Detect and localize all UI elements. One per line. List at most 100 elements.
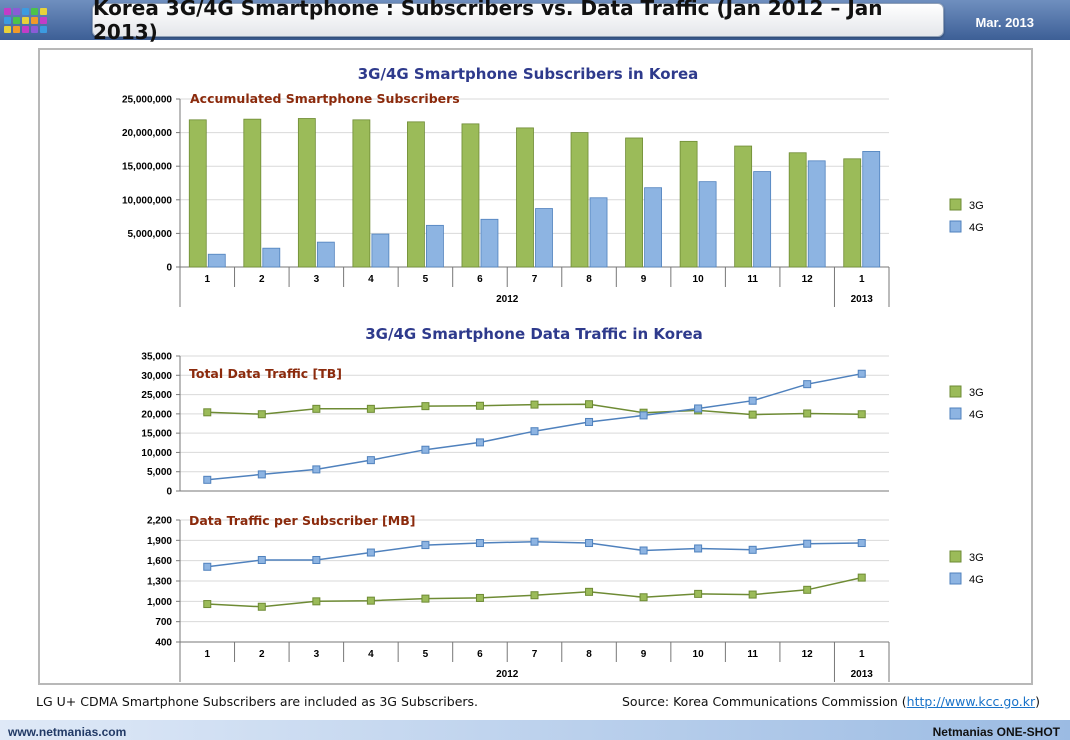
traffic-ytick-label: 30,000 — [141, 371, 172, 382]
traffic-point-4g — [203, 475, 212, 484]
per-sub-point-3g — [694, 589, 703, 598]
bar-3g — [734, 145, 753, 268]
per-sub-point-3g — [639, 593, 648, 602]
logo-square — [31, 26, 38, 33]
logo-square — [4, 26, 11, 33]
subscribers-xtick-label: 9 — [641, 274, 647, 285]
subscribers-legend-label: 4G — [969, 222, 984, 234]
per-sub-point-4g — [694, 544, 703, 553]
per-sub-group-label: 2012 — [496, 669, 519, 680]
traffic-point-4g — [530, 427, 539, 436]
per-sub-xtick-label: 9 — [641, 649, 647, 660]
traffic-ytick-label: 15,000 — [141, 429, 172, 440]
logo-square — [22, 8, 29, 15]
subscribers-xtick-label: 6 — [477, 274, 483, 285]
traffic-point-4g — [421, 445, 430, 454]
traffic-point-4g — [312, 465, 321, 474]
per-sub-point-4g — [475, 539, 484, 548]
per-sub-point-3g — [203, 600, 212, 609]
traffic-point-4g — [639, 411, 648, 420]
per-sub-xtick-label: 1 — [859, 649, 865, 660]
traffic-ytick-label: 35,000 — [141, 352, 172, 363]
bar-4g — [589, 197, 608, 268]
per-sub-point-4g — [366, 548, 375, 557]
logo-square — [31, 17, 38, 24]
bar-3g — [788, 152, 807, 268]
bar-4g — [262, 247, 281, 268]
logo-square — [40, 8, 47, 15]
traffic-chart-title: 3G/4G Smartphone Data Traffic in Korea — [365, 325, 703, 343]
source-suffix: ) — [1035, 694, 1040, 709]
traffic-point-3g — [585, 400, 594, 409]
per-sub-point-4g — [530, 537, 539, 546]
bar-4g — [371, 233, 390, 268]
traffic-point-4g — [694, 404, 703, 413]
traffic-point-4g — [803, 380, 812, 389]
traffic-legend-label: 4G — [969, 409, 984, 421]
bar-3g — [461, 123, 480, 268]
subscribers-xtick-label: 10 — [693, 274, 705, 285]
per-sub-xtick-label: 8 — [586, 649, 592, 660]
per-sub-ytick-label: 1,300 — [147, 577, 172, 588]
traffic-point-4g — [857, 369, 866, 378]
subscribers-ytick-label: 25,000,000 — [122, 95, 172, 106]
subscribers-legend-swatch-4g — [949, 220, 962, 233]
logo-square — [13, 17, 20, 24]
subscribers-chart-title: 3G/4G Smartphone Subscribers in Korea — [358, 65, 699, 83]
per-sub-point-4g — [203, 562, 212, 571]
traffic-point-3g — [366, 404, 375, 413]
traffic-line-4g — [207, 372, 862, 481]
subscribers-ytick-label: 20,000,000 — [122, 128, 172, 139]
bar-4g — [698, 181, 717, 268]
traffic-point-3g — [203, 408, 212, 417]
per-sub-xtick-label: 6 — [477, 649, 483, 660]
logo-square — [22, 26, 29, 33]
per-sub-xtick-label: 7 — [532, 649, 538, 660]
bar-4g — [316, 241, 335, 268]
chart-panel: 3G/4G Smartphone Subscribers in Korea 0 5,… — [38, 48, 1033, 685]
bar-3g — [679, 140, 698, 268]
logo-square — [40, 17, 47, 24]
traffic-point-3g — [257, 410, 266, 419]
logo-square — [40, 26, 47, 33]
per-sub-point-3g — [530, 591, 539, 600]
page-title: Korea 3G/4G Smartphone : Subscribers vs.… — [92, 0, 944, 44]
subscribers-legend-swatch-3g — [949, 198, 962, 211]
source-link[interactable]: http://www.kcc.go.kr — [906, 694, 1036, 709]
subscribers-xtick-label: 7 — [532, 274, 538, 285]
logo-square — [13, 8, 20, 15]
logo-square — [31, 8, 38, 15]
per-sub-xtick-label: 12 — [802, 649, 814, 660]
per-sub-group-label: 2013 — [851, 669, 874, 680]
traffic-point-4g — [475, 438, 484, 447]
per-sub-xtick-label: 3 — [314, 649, 320, 660]
per-sub-point-4g — [857, 539, 866, 548]
subscribers-xtick-label: 1 — [859, 274, 865, 285]
bar-3g — [570, 132, 589, 268]
bar-3g — [243, 118, 262, 268]
traffic-point-3g — [530, 400, 539, 409]
per-sub-point-3g — [857, 573, 866, 582]
bar-4g — [480, 218, 499, 268]
bar-3g — [188, 119, 207, 268]
traffic-point-3g — [857, 410, 866, 419]
logo-square — [22, 17, 29, 24]
per-sub-ytick-label: 2,200 — [147, 516, 172, 527]
subscribers-chart-label: Accumulated Smartphone Subscribers — [190, 91, 460, 106]
traffic-point-3g — [803, 409, 812, 418]
bar-3g — [625, 137, 643, 268]
per-sub-ytick-label: 1,000 — [147, 597, 172, 608]
per-sub-xtick-label: 10 — [693, 649, 705, 660]
traffic-point-3g — [421, 402, 430, 411]
footer-brand: Netmanias ONE-SHOT — [932, 725, 1060, 739]
per-sub-ytick-label: 1,900 — [147, 536, 172, 547]
logo-square — [13, 26, 20, 33]
per-sub-point-3g — [257, 602, 266, 611]
subscribers-xtick-label: 8 — [586, 274, 592, 285]
per-sub-chart-label: Data Traffic per Subscriber [MB] — [189, 513, 415, 528]
traffic-point-4g — [748, 396, 757, 405]
bar-4g — [862, 151, 881, 268]
bar-4g — [807, 160, 826, 268]
footer-url[interactable]: www.netmanias.com — [8, 725, 127, 739]
footnote: LG U+ CDMA Smartphone Subscribers are in… — [36, 694, 479, 709]
